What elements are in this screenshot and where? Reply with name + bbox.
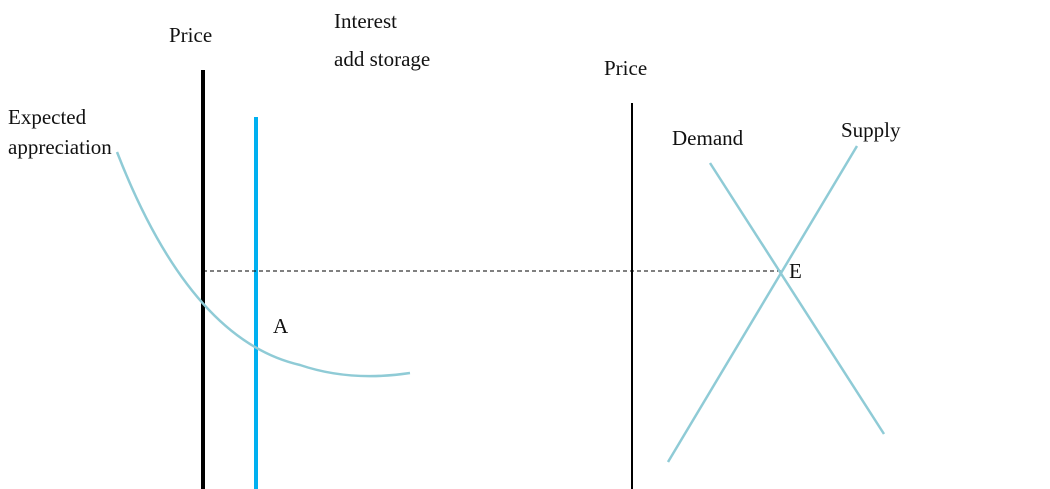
label: E <box>789 259 802 283</box>
demand-line <box>708 162 886 435</box>
expected-appreciation-curve <box>115 151 411 378</box>
label: Expected <box>8 105 87 129</box>
supply-line <box>666 145 859 463</box>
label: Price <box>169 23 212 47</box>
label: Interest <box>334 9 397 33</box>
label: appreciation <box>8 135 112 159</box>
label: Supply <box>841 118 901 142</box>
label: add storage <box>334 47 430 71</box>
label: A <box>273 314 289 338</box>
label: Demand <box>672 126 744 150</box>
label: Price <box>604 56 647 80</box>
